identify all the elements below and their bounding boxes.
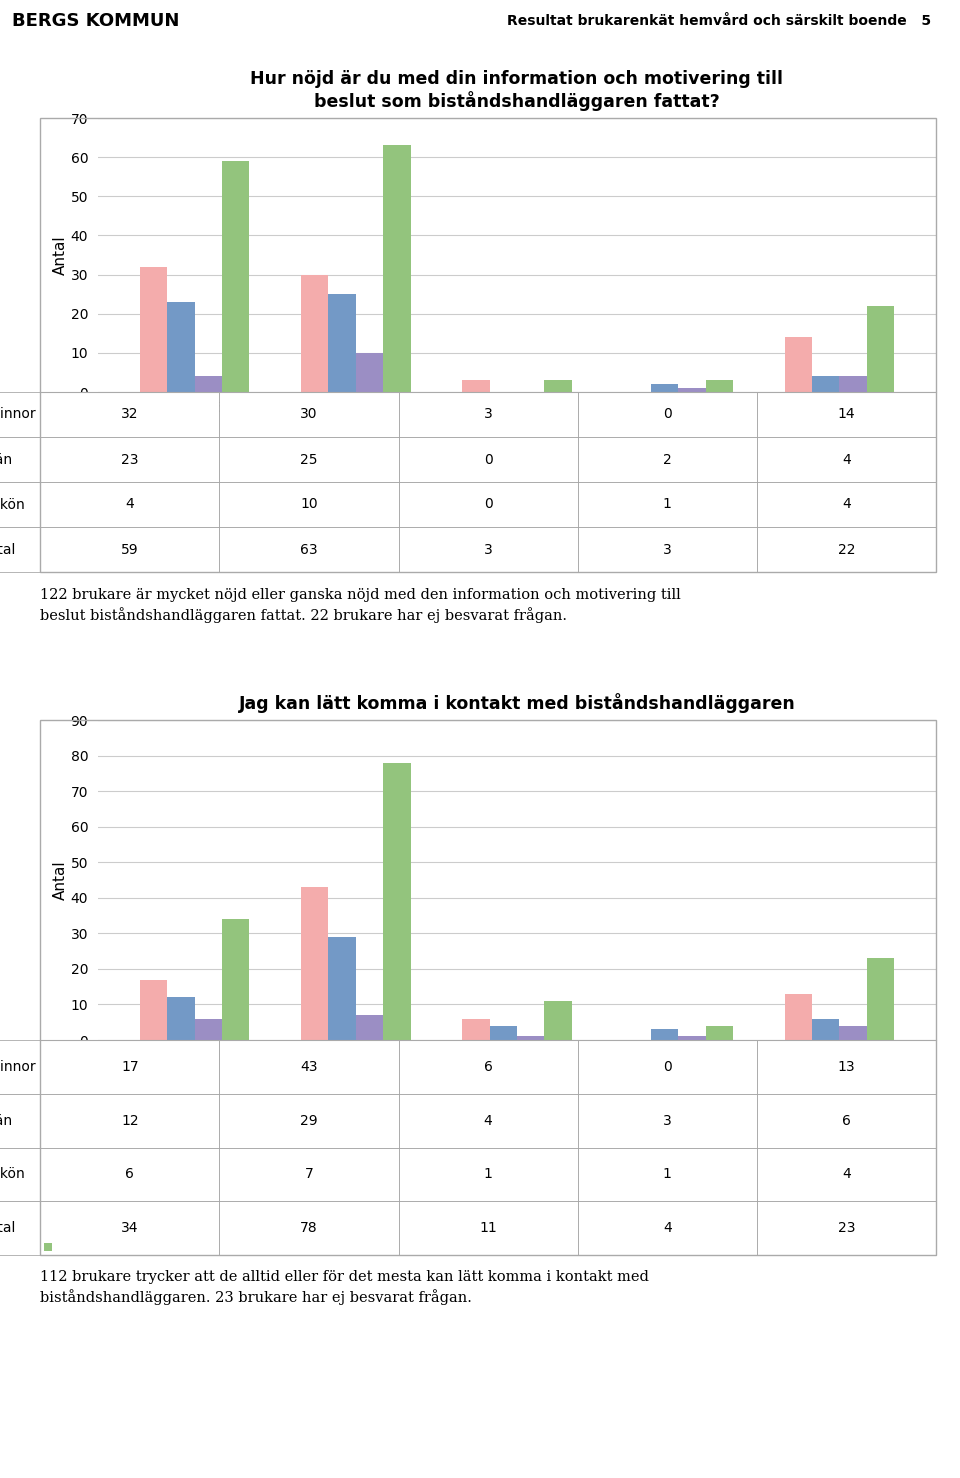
Y-axis label: Antal: Antal	[53, 235, 68, 275]
Bar	[222, 161, 250, 392]
Bar	[462, 1018, 490, 1041]
Bar	[195, 1018, 222, 1041]
Bar	[544, 1001, 572, 1041]
Bar	[706, 1026, 732, 1041]
Bar	[651, 1029, 678, 1041]
Bar	[140, 980, 167, 1041]
Bar	[328, 294, 356, 392]
Bar	[784, 337, 812, 392]
Bar	[383, 145, 411, 392]
Bar	[867, 958, 894, 1041]
Bar	[383, 763, 411, 1041]
Bar	[167, 998, 195, 1041]
Bar	[812, 1018, 839, 1041]
Title: Jag kan lätt komma i kontakt med biståndshandläggaren: Jag kan lätt komma i kontakt med bistånd…	[239, 693, 795, 712]
Bar	[222, 919, 250, 1041]
Bar	[301, 887, 328, 1041]
Bar	[195, 377, 222, 392]
Bar	[812, 377, 839, 392]
Bar	[301, 275, 328, 392]
Bar	[544, 380, 572, 392]
Bar	[356, 353, 383, 392]
Title: Hur nöjd är du med din information och motivering till
beslut som biståndshandlä: Hur nöjd är du med din information och m…	[251, 69, 783, 111]
Bar	[356, 1015, 383, 1041]
Text: BERGS KOMMUN: BERGS KOMMUN	[12, 12, 179, 30]
Bar	[784, 993, 812, 1041]
Bar	[678, 389, 706, 392]
Bar	[167, 302, 195, 392]
Text: 112 brukare trycker att de alltid eller för det mesta kan lätt komma i kontakt m: 112 brukare trycker att de alltid eller …	[40, 1270, 649, 1305]
Text: 122 brukare är mycket nöjd eller ganska nöjd med den information och motivering : 122 brukare är mycket nöjd eller ganska …	[40, 588, 681, 624]
Bar	[462, 380, 490, 392]
Bar	[867, 306, 894, 392]
Bar	[839, 1026, 867, 1041]
Bar	[490, 1026, 516, 1041]
Bar	[140, 266, 167, 392]
Text: Resultat brukarenkät hemvård och särskilt boende   5: Resultat brukarenkät hemvård och särskil…	[507, 13, 931, 28]
Bar	[328, 937, 356, 1041]
Bar	[516, 1036, 544, 1041]
Bar	[706, 380, 732, 392]
Bar	[839, 377, 867, 392]
Bar	[678, 1036, 706, 1041]
Y-axis label: Antal: Antal	[53, 860, 68, 900]
Bar	[651, 384, 678, 392]
